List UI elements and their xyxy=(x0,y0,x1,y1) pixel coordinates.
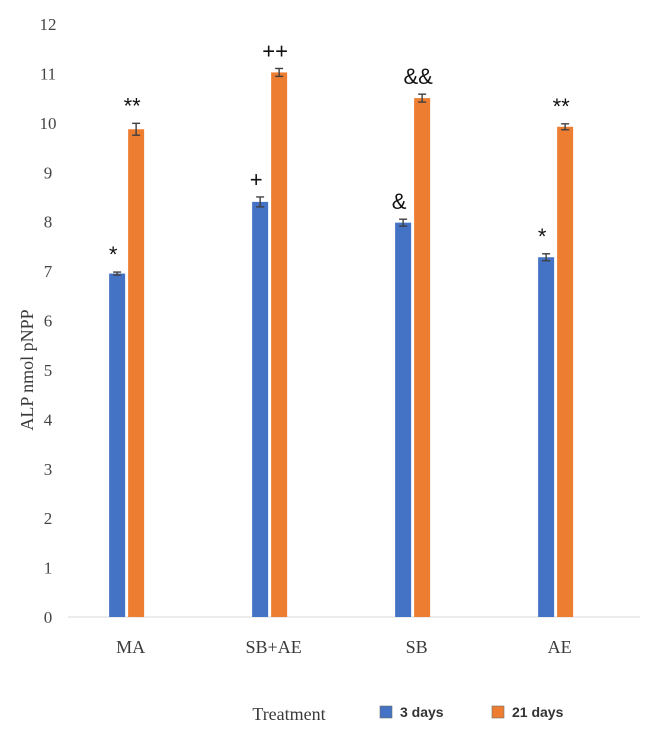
bar-3-days-SBAE xyxy=(252,201,269,617)
bar-21-days-MA xyxy=(128,129,145,617)
y-tick-label: 10 xyxy=(40,114,57,133)
significance-annotation: + xyxy=(250,167,263,192)
y-tick-label: 7 xyxy=(44,262,53,281)
y-tick-label: 9 xyxy=(44,163,53,182)
bars: ***+++&&&*** xyxy=(109,38,574,617)
bar-21-days-SBAE xyxy=(271,72,288,617)
y-tick-label: 6 xyxy=(44,312,53,331)
y-tick-label: 8 xyxy=(44,213,53,232)
significance-annotation: && xyxy=(403,64,433,89)
legend-swatch xyxy=(379,705,393,719)
x-category-label: SB xyxy=(406,637,428,657)
y-tick-label: 3 xyxy=(44,460,53,479)
y-axis-title: ALP nmol pNPP xyxy=(17,309,37,430)
y-tick-label: 2 xyxy=(44,509,53,528)
significance-annotation: ++ xyxy=(262,38,288,63)
bar-3-days-AE xyxy=(538,257,555,617)
legend-swatch xyxy=(491,705,505,719)
bar-21-days-SB xyxy=(414,98,431,617)
bar-3-days-SB xyxy=(395,222,412,617)
y-tick-label: 0 xyxy=(44,608,53,627)
legend-label: 3 days xyxy=(400,704,444,720)
x-category-label: SB+AE xyxy=(246,637,302,657)
x-category-label: AE xyxy=(548,637,572,657)
y-tick-label: 12 xyxy=(40,15,57,34)
y-tick-label: 11 xyxy=(40,64,56,83)
legend-label: 21 days xyxy=(512,704,564,720)
bar-21-days-AE xyxy=(557,126,574,617)
x-axis-title: Treatment xyxy=(252,704,325,724)
y-tick-label: 1 xyxy=(44,559,53,578)
significance-annotation: ** xyxy=(124,93,142,118)
x-category-label: MA xyxy=(116,637,145,657)
significance-annotation: * xyxy=(538,224,547,249)
significance-annotation: * xyxy=(109,242,118,267)
bar-3-days-MA xyxy=(109,273,126,617)
legend: 3 days 21 days xyxy=(379,704,564,720)
significance-annotation: & xyxy=(392,189,407,214)
x-axis-categories: MA SB+AE SB AE xyxy=(116,637,572,657)
y-tick-label: 4 xyxy=(44,410,53,429)
y-tick-label: 5 xyxy=(44,361,53,380)
significance-annotation: ** xyxy=(553,94,571,119)
